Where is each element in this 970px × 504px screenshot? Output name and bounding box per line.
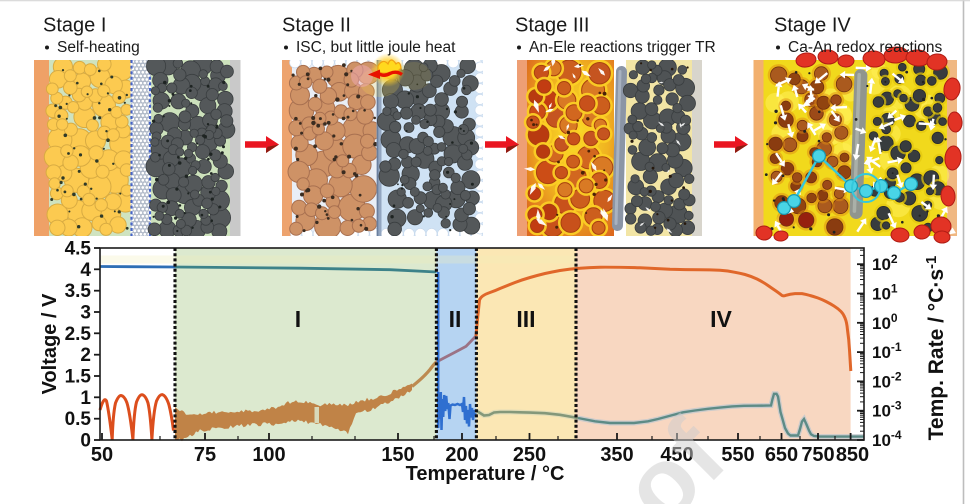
- svg-text:Temp. Rate / °C·s-1: Temp. Rate / °C·s-1: [923, 256, 948, 441]
- svg-text:650: 650: [765, 444, 798, 466]
- svg-text:3: 3: [80, 303, 91, 324]
- svg-text:III: III: [516, 306, 535, 332]
- svg-text:50: 50: [91, 444, 113, 466]
- svg-text:3.5: 3.5: [65, 281, 92, 302]
- svg-text:ISC, but little joule heat: ISC, but little joule heat: [296, 39, 456, 56]
- svg-text:750: 750: [801, 444, 834, 466]
- svg-text:Stage II: Stage II: [282, 15, 351, 37]
- svg-text:2: 2: [80, 345, 91, 366]
- svg-text:Stage III: Stage III: [515, 15, 590, 37]
- svg-text:Self-heating: Self-heating: [57, 39, 140, 56]
- svg-text:4: 4: [80, 260, 91, 281]
- svg-text:100: 100: [252, 444, 285, 466]
- svg-text:4.5: 4.5: [65, 239, 92, 260]
- svg-text:2.5: 2.5: [65, 324, 92, 345]
- svg-text:Voltage / V: Voltage / V: [39, 293, 61, 394]
- svg-text:450: 450: [660, 444, 693, 466]
- svg-text:0.5: 0.5: [65, 409, 92, 430]
- svg-text:0: 0: [80, 431, 91, 452]
- svg-text:75: 75: [194, 444, 216, 466]
- svg-text:1: 1: [80, 388, 91, 409]
- svg-text:IV: IV: [710, 306, 732, 332]
- svg-text:350: 350: [600, 444, 633, 466]
- svg-text:550: 550: [721, 444, 754, 466]
- svg-text:250: 250: [513, 444, 546, 466]
- svg-text:Stage I: Stage I: [43, 15, 106, 37]
- svg-text:200: 200: [445, 444, 478, 466]
- svg-text:An-Ele reactions trigger TR: An-Ele reactions trigger TR: [529, 39, 716, 56]
- svg-text:I: I: [295, 306, 301, 332]
- svg-text:150: 150: [381, 444, 414, 466]
- svg-text:1.5: 1.5: [65, 367, 92, 388]
- svg-text:Ca-An redox reactions: Ca-An redox reactions: [788, 39, 942, 56]
- svg-text:Stage IV: Stage IV: [774, 15, 851, 37]
- svg-text:II: II: [449, 306, 462, 332]
- svg-text:Temperature / °C: Temperature / °C: [406, 463, 565, 485]
- svg-text:850: 850: [836, 444, 869, 466]
